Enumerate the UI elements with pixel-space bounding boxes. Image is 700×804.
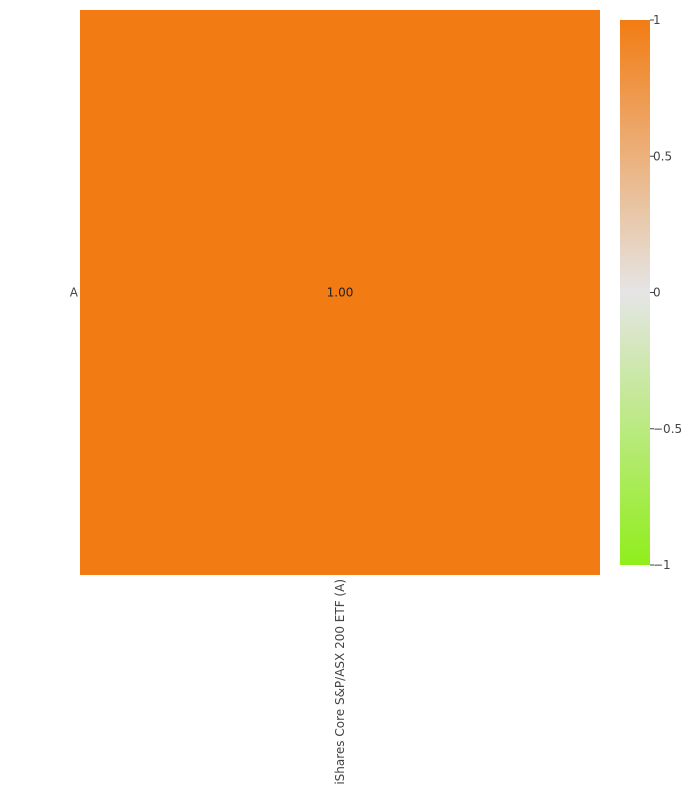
y-tick-label: A xyxy=(70,286,79,300)
colorbar-tick-label: 0 xyxy=(653,286,661,300)
colorbar-tick-label: −1 xyxy=(653,558,671,572)
colorbar-tick-label: 0.5 xyxy=(653,149,672,163)
cell-annotation: 1.00 xyxy=(327,286,354,300)
colorbar-tick-label: 1 xyxy=(653,13,661,27)
colorbar-tick-label: −0.5 xyxy=(653,422,682,436)
heatmap-cell xyxy=(80,10,600,575)
x-tick-label: iShares Core S&P/ASX 200 ETF (A) xyxy=(333,579,347,785)
colorbar xyxy=(620,20,650,565)
